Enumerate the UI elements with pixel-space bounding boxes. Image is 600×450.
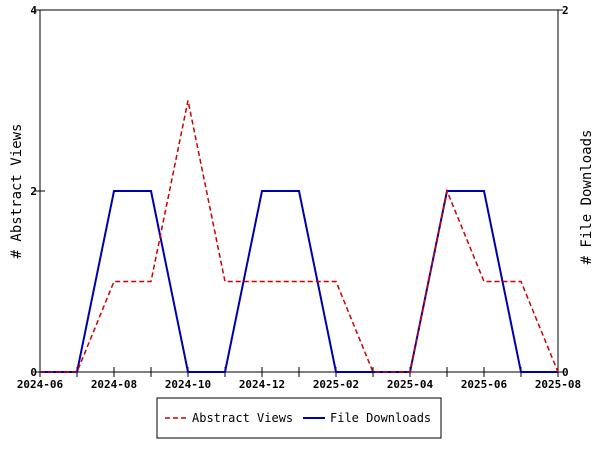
x-tick-label: 2024-12 xyxy=(239,378,285,391)
x-tick-label: 2025-02 xyxy=(313,378,359,391)
y-tick-label: 2 xyxy=(30,185,37,198)
x-tick-label: 2024-10 xyxy=(165,378,211,391)
legend-label-abstract-views: Abstract Views xyxy=(192,411,293,425)
legend-box xyxy=(156,397,442,439)
x-tick-label: 2025-04 xyxy=(387,378,434,391)
legend: Abstract Views File Downloads xyxy=(156,397,442,439)
x-tick-label: 2024-08 xyxy=(91,378,137,391)
y2-tick-label: 2 xyxy=(562,4,569,17)
series-line-abstract-views xyxy=(40,100,559,373)
x-tick-label: 2025-06 xyxy=(461,378,508,391)
y2-tick-label: 0 xyxy=(562,366,569,379)
y2-axis-title: # File Downloads xyxy=(579,130,595,265)
y-tick-label: 0 xyxy=(30,366,37,379)
x-axis: 2024-06 2024-08 2024-10 2024-12 2025-02 2025-… xyxy=(17,367,581,391)
y-axis-title: # Abstract Views xyxy=(9,124,25,259)
x-tick-label: 2024-06 xyxy=(17,378,64,391)
series-line-file-downloads xyxy=(40,190,558,373)
y-tick-label: 4 xyxy=(30,4,37,17)
legend-label-file-downloads: File Downloads xyxy=(330,411,431,425)
x-tick-label: 2025-08 xyxy=(535,378,581,391)
series-layer xyxy=(40,100,559,373)
